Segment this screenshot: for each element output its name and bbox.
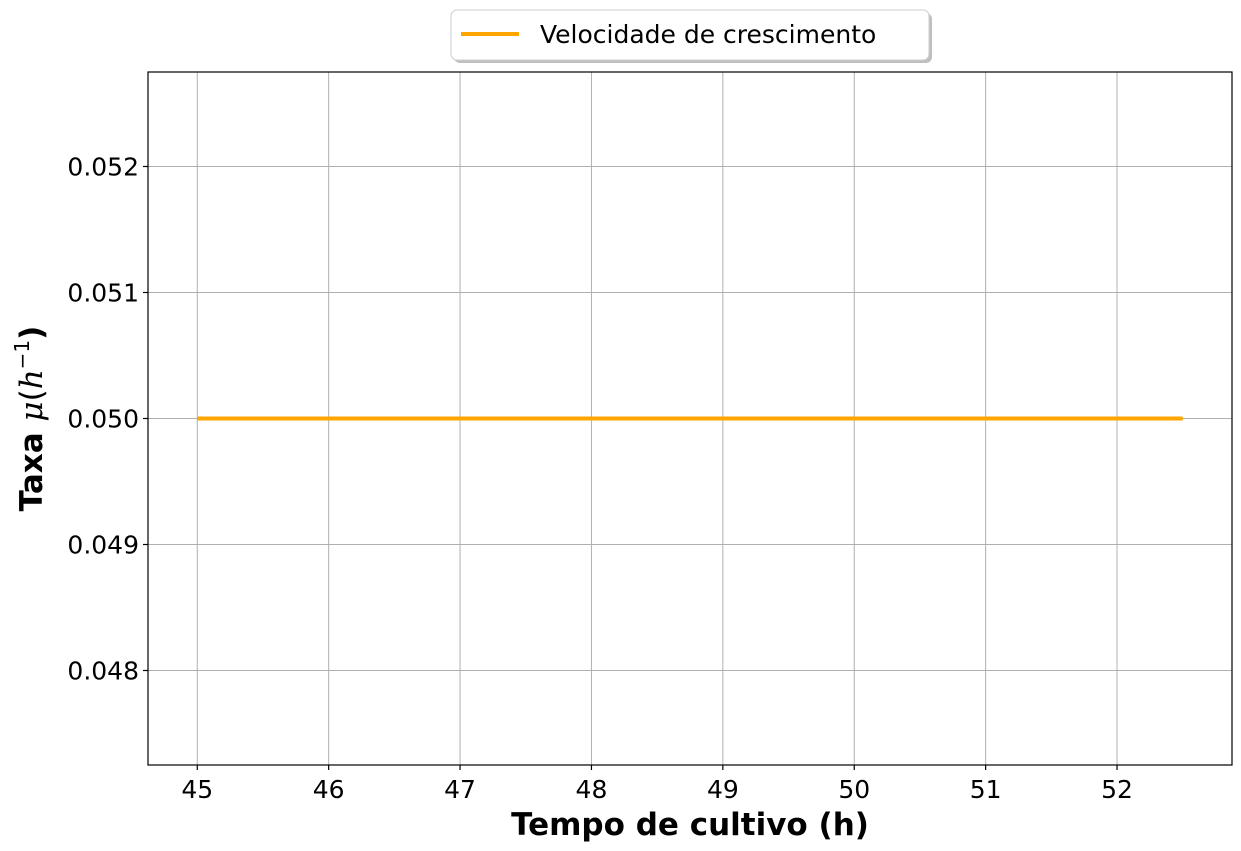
x-tick-label: 45: [181, 775, 213, 804]
x-tick-label: 49: [707, 775, 739, 804]
x-tick-label: 47: [444, 775, 476, 804]
x-axis-ticks: 45 46 47 48 49 50 51 52: [181, 765, 1133, 804]
x-axis-title: Tempo de cultivo (h): [511, 807, 869, 843]
y-tick-label: 0.048: [67, 657, 139, 686]
x-tick-label: 52: [1101, 775, 1133, 804]
legend-box: [450, 9, 930, 61]
y-tick-label: 0.051: [67, 279, 139, 308]
y-axis-ticks: 0.048 0.049 0.050 0.051 0.052: [67, 153, 148, 686]
y-axis-title-text: Taxa: [14, 422, 50, 512]
y-axis-title-close-paren: ): [14, 326, 50, 340]
legend: Velocidade de crescimento: [450, 9, 932, 63]
y-axis-title: Taxa μ(h−1): [10, 326, 50, 512]
y-axis-title-exponent: −1: [10, 340, 34, 369]
y-axis-title-open-paren: (: [14, 389, 50, 401]
x-tick-label: 48: [576, 775, 608, 804]
y-tick-label: 0.049: [67, 531, 139, 560]
x-tick-label: 50: [838, 775, 870, 804]
legend-label: Velocidade de crescimento: [540, 20, 876, 49]
x-tick-label: 51: [970, 775, 1002, 804]
y-axis-title-unit: h: [14, 369, 50, 389]
x-tick-label: 46: [313, 775, 345, 804]
y-tick-label: 0.050: [67, 405, 139, 434]
y-tick-label: 0.052: [67, 153, 139, 182]
y-axis-title-symbol: μ: [14, 401, 50, 421]
